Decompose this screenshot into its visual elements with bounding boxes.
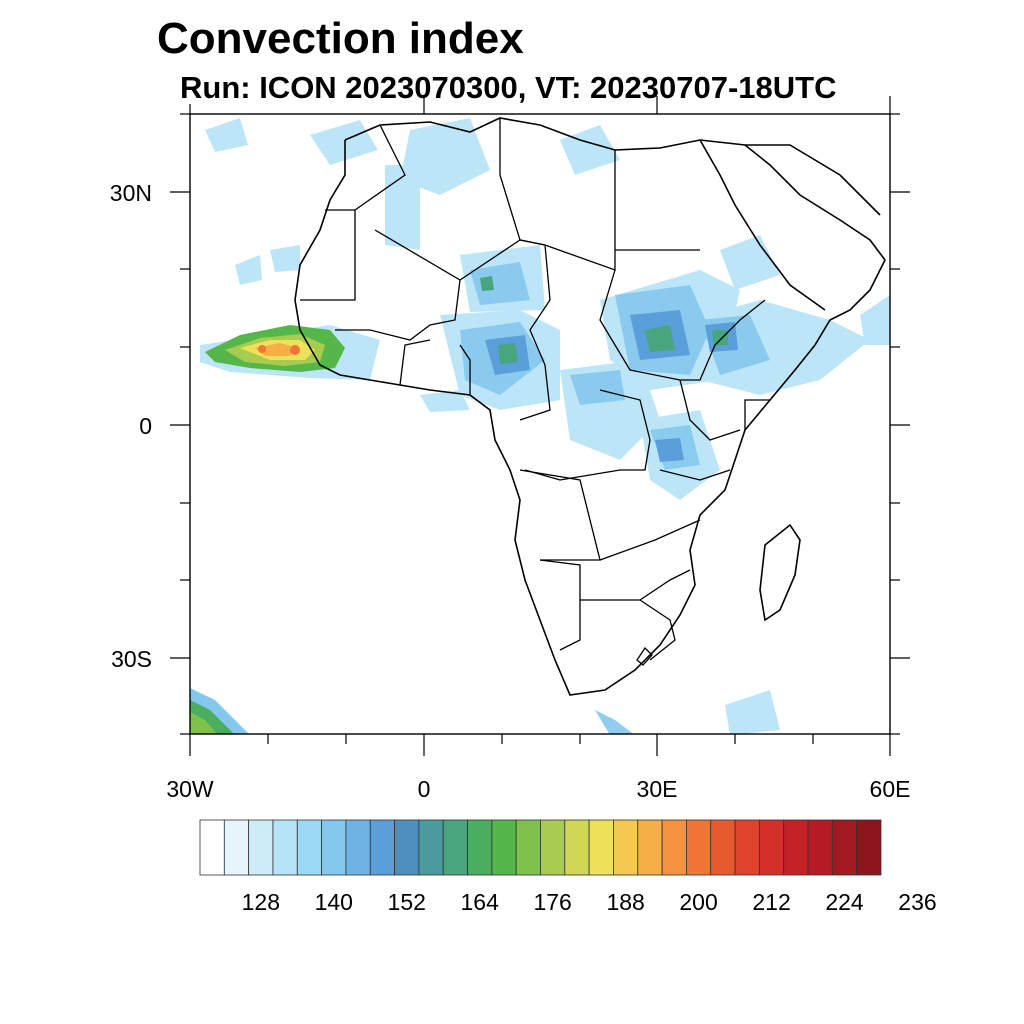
colorbar-tick-label: 164 [460,889,499,915]
colorbar-tick-label: 152 [387,889,426,915]
colorbar-swatch [321,819,347,876]
convection-field [190,118,890,734]
colorbar-swatch [418,819,444,876]
colorbar-swatch [686,819,712,876]
colorbar-swatch [613,819,639,876]
colorbar-swatch [272,819,298,876]
colorbar-swatch [856,819,882,876]
country-borders [300,118,770,666]
colorbar-swatch [467,819,493,876]
chart-subtitle: Run: ICON 2023070300, VT: 20230707-18UTC [180,70,837,105]
colorbar-tick-label: 200 [679,889,718,915]
colorbar-swatch [223,819,250,876]
colorbar-swatch [515,819,541,876]
colorbar-swatch [734,819,760,876]
colorbar-swatch [588,819,614,876]
colorbar-tick-label: 236 [898,889,937,915]
colorbar-swatch [807,819,833,876]
lat-label-30s: 30S [111,646,152,672]
axis-ticks [170,96,910,756]
colorbar-tick-label: 224 [825,889,864,915]
colorbar-swatch [540,819,566,876]
colorbar-swatch [248,819,274,876]
lon-label-30w: 30W [166,776,214,802]
colorbar-tick-label: 188 [606,889,645,915]
colorbar-tick-label: 128 [241,889,280,915]
coastlines [294,117,886,696]
lat-label-30n: 30N [109,180,152,206]
colorbar-swatch [758,819,785,876]
colorbar-swatch [345,819,371,876]
lon-label-60e: 60E [869,776,911,802]
colorbar-swatch [442,819,468,876]
colorbar-swatch [564,819,590,876]
lon-label-30e: 30E [636,776,678,802]
colorbar-tick-label: 176 [533,889,572,915]
plot-frame [189,113,891,735]
lat-label-0: 0 [139,413,152,439]
colorbar-swatch [831,819,858,876]
colorbar-tick-label: 140 [314,889,353,915]
colorbar-swatch [394,819,420,876]
colorbar [199,819,882,876]
convection-green [480,276,728,364]
chart-title: Convection index [157,14,524,63]
west-africa-hotspot [205,325,345,372]
colorbar-swatch [710,819,736,876]
colorbar-swatch [783,819,809,876]
colorbar-swatch [661,819,687,876]
colorbar-swatch [199,819,225,876]
colorbar-swatch [491,819,517,876]
colorbar-swatch [369,819,395,876]
colorbar-tick-label: 212 [752,889,791,915]
southwest-corner-cell [190,688,249,734]
colorbar-swatch [296,819,323,876]
lon-label-0: 0 [417,776,431,802]
colorbar-swatch [637,819,663,876]
convection-light [200,118,890,734]
